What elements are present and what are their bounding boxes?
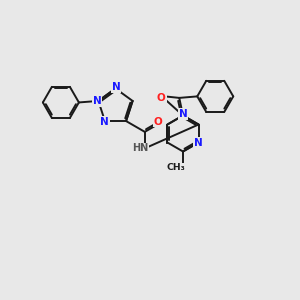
Text: O: O: [154, 117, 163, 127]
Text: N: N: [194, 138, 202, 148]
Text: N: N: [112, 82, 121, 92]
Text: N: N: [178, 109, 188, 119]
Text: HN: HN: [132, 143, 148, 153]
Text: O: O: [157, 92, 166, 103]
Text: N: N: [100, 117, 109, 127]
Text: CH₃: CH₃: [166, 164, 185, 172]
Text: N: N: [92, 96, 101, 106]
